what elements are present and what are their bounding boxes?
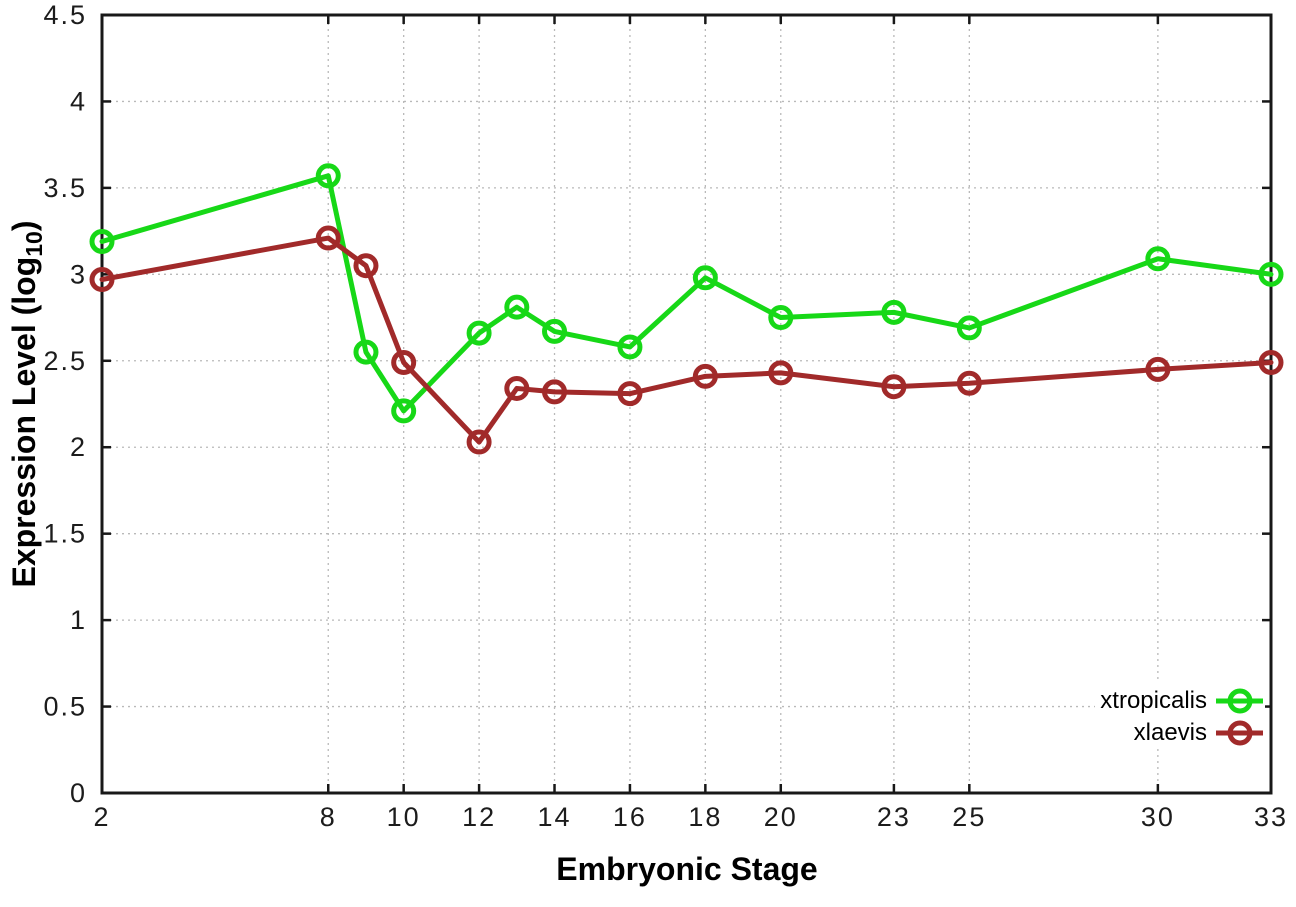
data-point-xtropicalis	[542, 318, 568, 344]
data-point-xlaevis	[391, 350, 417, 376]
x-tick-label: 14	[537, 802, 571, 832]
data-point-xlaevis	[466, 429, 492, 455]
x-tick-label: 8	[320, 802, 337, 832]
x-tick-label: 2	[93, 802, 110, 832]
data-point-xlaevis	[504, 375, 530, 401]
data-point-xtropicalis	[617, 334, 643, 360]
y-axis-title-text: Expression Level (log	[6, 256, 42, 588]
data-point-xlaevis	[89, 267, 115, 293]
y-tick-label: 1.5	[43, 519, 87, 549]
data-point-xtropicalis	[1145, 246, 1171, 272]
legend-marker-xtropicalis	[1227, 688, 1253, 714]
y-tick-label: 3.5	[43, 173, 87, 203]
y-tick-label: 0	[70, 778, 87, 808]
y-tick-label: 4	[70, 86, 87, 116]
x-tick-label: 30	[1141, 802, 1175, 832]
data-point-xlaevis	[542, 379, 568, 405]
data-point-xlaevis	[1258, 350, 1284, 376]
data-point-xtropicalis	[768, 305, 794, 331]
y-tick-label: 1	[70, 605, 87, 635]
data-point-xtropicalis	[466, 320, 492, 346]
data-point-xlaevis	[692, 363, 718, 389]
x-tick-label: 33	[1254, 802, 1288, 832]
data-point-xtropicalis	[504, 294, 530, 320]
y-tick-label: 3	[70, 259, 87, 289]
data-point-xtropicalis	[692, 265, 718, 291]
data-point-xlaevis	[768, 360, 794, 386]
y-axis-title-suffix: )	[6, 220, 42, 232]
y-axis-title: Expression Level (log10)	[6, 220, 48, 587]
x-tick-label: 25	[952, 802, 986, 832]
data-point-xlaevis	[1145, 356, 1171, 382]
y-tick-label: 4.5	[43, 0, 87, 30]
data-point-xlaevis	[617, 381, 643, 407]
y-tick-label: 2	[70, 432, 87, 462]
data-point-xtropicalis	[315, 163, 341, 189]
data-point-xlaevis	[881, 374, 907, 400]
x-tick-label: 16	[613, 802, 647, 832]
data-point-xlaevis	[315, 225, 341, 251]
data-point-xtropicalis	[353, 339, 379, 365]
data-point-xtropicalis	[1258, 261, 1284, 287]
legend-label-xtropicalis: xtropicalis	[1100, 687, 1207, 714]
x-tick-label: 23	[877, 802, 911, 832]
y-tick-label: 2.5	[43, 346, 87, 376]
legend-label-xlaevis: xlaevis	[1133, 719, 1207, 746]
legend-marker-xlaevis	[1227, 720, 1253, 746]
x-tick-label: 18	[688, 802, 722, 832]
y-tick-label: 0.5	[43, 692, 87, 722]
data-point-xtropicalis	[89, 228, 115, 254]
series-line-xlaevis	[99, 235, 1274, 445]
x-axis-title: Embryonic Stage	[556, 851, 818, 887]
data-point-xtropicalis	[956, 315, 982, 341]
plot-border	[100, 13, 1273, 795]
x-tick-label: 10	[387, 802, 421, 832]
data-point-xtropicalis	[881, 299, 907, 325]
data-point-xlaevis	[956, 370, 982, 396]
x-tick-label: 12	[462, 802, 496, 832]
data-point-xtropicalis	[391, 398, 417, 424]
data-point-xlaevis	[353, 253, 379, 279]
x-tick-label: 20	[764, 802, 798, 832]
y-axis-title-subscript: 10	[21, 231, 47, 257]
